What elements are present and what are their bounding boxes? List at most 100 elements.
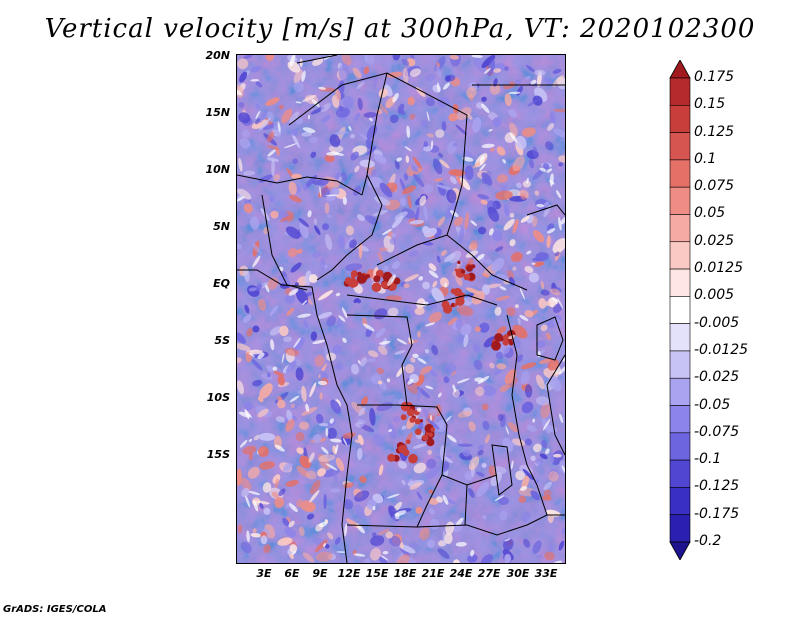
ascent-patch: [298, 526, 305, 537]
descent-patch: [428, 341, 434, 347]
descent-patch: [310, 151, 317, 158]
descent-patch: [472, 343, 481, 353]
descent-patch: [376, 402, 393, 412]
descent-patch: [383, 265, 389, 272]
neutral-streak: [502, 158, 507, 164]
neutral-streak: [334, 444, 339, 454]
descent-patch: [302, 183, 308, 191]
descent-patch: [528, 159, 535, 169]
ascent-patch: [416, 298, 426, 309]
descent-patch: [324, 234, 333, 251]
descent-patch: [243, 267, 250, 282]
descent-patch: [373, 433, 385, 447]
ascent-patch: [474, 326, 481, 332]
ascent-patch: [413, 462, 427, 474]
neutral-streak: [297, 313, 311, 318]
neutral-streak: [255, 110, 261, 120]
ascent-patch: [503, 218, 515, 231]
ascent-patch: [284, 347, 300, 357]
ascent-patch: [318, 454, 335, 462]
ascent-patch: [288, 181, 297, 195]
descent-patch: [522, 468, 534, 481]
neutral-streak: [546, 168, 553, 173]
descent-patch: [243, 170, 256, 176]
neutral-streak: [239, 439, 248, 448]
descent-patch: [491, 257, 505, 272]
descent-patch: [496, 273, 509, 281]
descent-patch: [392, 55, 401, 61]
neutral-streak: [426, 111, 430, 122]
ascent-patch: [352, 67, 362, 79]
descent-patch: [364, 55, 369, 63]
ascent-patch: [301, 385, 307, 402]
ascent-patch: [281, 108, 293, 124]
descent-patch: [459, 439, 463, 444]
descent-patch: [369, 407, 376, 426]
ascent-patch: [371, 274, 376, 282]
descent-patch: [503, 203, 510, 217]
descent-patch: [275, 416, 285, 423]
descent-patch: [493, 369, 502, 376]
descent-patch: [271, 159, 275, 177]
ascent-patch: [250, 532, 262, 538]
descent-patch: [502, 437, 513, 452]
descent-patch: [290, 129, 298, 136]
descent-patch: [273, 121, 281, 138]
descent-patch: [255, 81, 263, 88]
descent-patch: [487, 206, 500, 222]
descent-patch: [284, 527, 297, 538]
neutral-streak: [326, 151, 339, 156]
ascent-patch: [307, 503, 313, 510]
strong-ascent-core: [503, 334, 509, 341]
ascent-patch: [378, 464, 384, 476]
ascent-patch: [504, 369, 517, 385]
neutral-streak: [412, 353, 419, 359]
descent-patch: [436, 66, 442, 79]
descent-patch: [304, 270, 312, 286]
descent-patch: [409, 543, 419, 549]
ascent-patch: [444, 532, 453, 545]
neutral-streak: [348, 125, 352, 131]
neutral-streak: [444, 282, 448, 288]
descent-patch: [524, 75, 532, 80]
descent-patch: [528, 272, 540, 283]
colorbar-segment: [669, 405, 691, 434]
ascent-patch: [548, 471, 559, 482]
descent-patch: [363, 558, 371, 563]
boundary-line: [361, 72, 388, 196]
longitude-label: 33E: [534, 567, 558, 580]
neutral-streak: [519, 287, 525, 300]
colorbar-segment: [669, 487, 691, 516]
ascent-patch: [452, 559, 460, 563]
descent-patch: [240, 541, 252, 554]
ascent-patch: [419, 527, 431, 541]
strong-ascent-core: [419, 419, 424, 423]
descent-patch: [498, 496, 509, 506]
ascent-patch: [553, 108, 565, 113]
ascent-patch: [456, 305, 474, 316]
ascent-patch: [242, 445, 257, 455]
ascent-patch: [279, 325, 289, 337]
ascent-patch: [290, 403, 296, 409]
ascent-patch: [437, 216, 446, 227]
strong-ascent-core: [350, 270, 358, 278]
descent-patch: [521, 401, 534, 414]
ascent-patch: [405, 364, 415, 374]
ascent-patch: [335, 89, 341, 101]
strong-ascent-core: [414, 428, 422, 436]
descent-patch: [536, 396, 550, 406]
ascent-patch: [314, 539, 328, 553]
descent-patch: [501, 184, 508, 192]
ascent-patch: [354, 439, 360, 444]
descent-patch: [530, 455, 536, 461]
lake-boundary: [506, 314, 538, 486]
descent-patch: [431, 344, 439, 356]
neutral-streak: [321, 446, 329, 454]
descent-patch: [334, 537, 341, 545]
neutral-streak: [382, 550, 389, 555]
colorbar-label: -0.0125: [694, 341, 749, 358]
strong-ascent-core: [393, 277, 401, 285]
ascent-patch: [289, 194, 302, 203]
descent-patch: [308, 136, 318, 143]
ascent-patch: [246, 328, 253, 337]
